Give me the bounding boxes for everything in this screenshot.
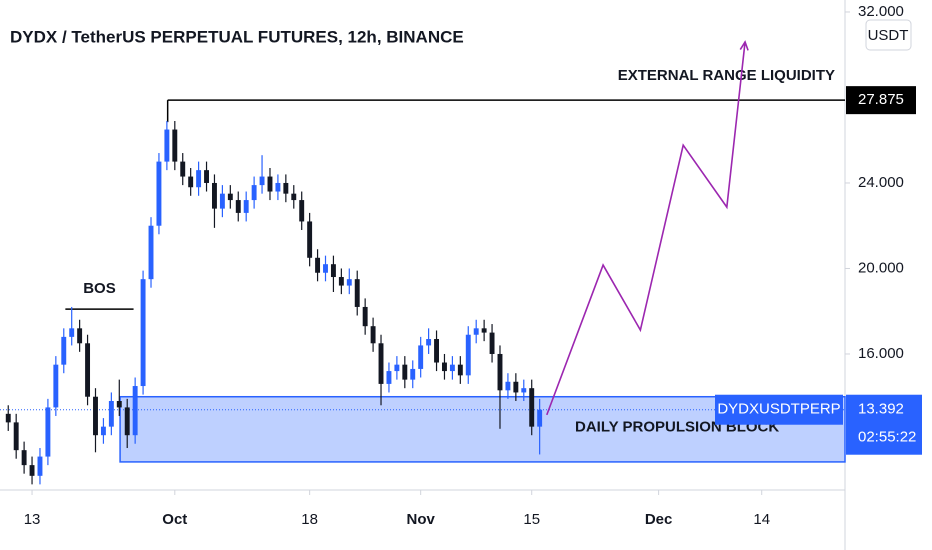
candle-body — [394, 364, 400, 372]
symbol-tag — [715, 394, 843, 425]
candle-body — [93, 396, 98, 436]
candle-body — [434, 339, 439, 363]
candle-body — [370, 326, 376, 344]
candle-body — [330, 264, 336, 278]
candle-body — [124, 407, 130, 436]
x-tick-label: Dec — [645, 511, 673, 528]
x-tick-label: 15 — [523, 511, 540, 528]
candle-body — [219, 193, 225, 209]
candle-body — [85, 343, 91, 397]
current-price-tag — [846, 394, 922, 455]
candle-body — [449, 364, 455, 372]
candle-body — [259, 176, 265, 186]
candle-body — [323, 264, 328, 273]
candle-body — [410, 368, 416, 380]
candle-body — [402, 364, 408, 380]
candle-body — [338, 277, 344, 286]
candle-body — [53, 364, 59, 408]
candle-body — [283, 182, 289, 194]
currency: USDT — [868, 27, 909, 44]
symbol: DYDXUSDTPERP — [717, 401, 840, 418]
candle-body — [346, 279, 352, 286]
candle-body — [235, 200, 241, 213]
candle-body — [212, 182, 217, 209]
candle-body — [426, 339, 432, 346]
candle-body — [5, 413, 11, 423]
candle-body — [315, 257, 321, 273]
liquidity-price: 27.875 — [858, 91, 904, 108]
candle-body — [489, 332, 495, 354]
candle-body — [521, 388, 527, 393]
candle-body — [251, 185, 257, 201]
currency-button[interactable] — [865, 19, 912, 51]
candle-body — [442, 362, 447, 372]
candle-body — [188, 176, 194, 188]
candle-body — [529, 388, 535, 427]
candle-body — [69, 328, 75, 337]
candle-body — [497, 353, 503, 391]
candle-body — [37, 456, 43, 476]
countdown: 02:55:22 — [858, 429, 916, 446]
candle-body — [164, 129, 170, 162]
candle-body — [291, 193, 297, 201]
candle-body — [418, 345, 424, 369]
x-tick-label: Oct — [162, 511, 187, 528]
liquidity-label: EXTERNAL RANGE LIQUIDITY — [618, 67, 835, 84]
candle-body — [299, 200, 305, 222]
current-price: 13.392 — [858, 401, 904, 418]
candle-body — [275, 182, 281, 192]
candle-body — [140, 279, 146, 387]
candle-body — [196, 170, 202, 188]
candle-body — [148, 225, 154, 280]
candle-body — [243, 200, 249, 213]
candle-body — [227, 193, 233, 201]
x-tick-label: 13 — [24, 511, 41, 528]
x-tick-label: Nov — [407, 511, 436, 528]
candle-body — [61, 336, 67, 365]
liquidity-price-tag — [846, 86, 916, 115]
title-bg — [0, 18, 420, 58]
x-tick-label: 18 — [301, 511, 318, 528]
chart-title: DYDX / TetherUS PERPETUAL FUTURES, 12h, … — [10, 27, 464, 46]
candle-body — [100, 426, 106, 436]
candle-body — [481, 328, 487, 333]
candle-body — [116, 401, 122, 408]
bos-label: BOS — [83, 280, 116, 297]
candle-body — [180, 161, 186, 177]
candle-body — [473, 328, 479, 335]
candle-body — [13, 422, 19, 451]
y-tick-label: 16.000 — [858, 345, 904, 362]
candle-body — [386, 371, 392, 384]
candle-body — [108, 401, 114, 427]
candle-body — [204, 170, 209, 183]
candle-body — [77, 328, 83, 344]
candle-body — [505, 381, 511, 391]
candle-body — [156, 161, 162, 226]
candle-body — [378, 343, 384, 384]
candle-body — [457, 364, 463, 376]
y-tick-label: 20.000 — [858, 259, 904, 276]
candle-body — [465, 334, 471, 376]
candle-body — [29, 465, 35, 476]
candle-body — [172, 129, 178, 162]
projection-arrowhead — [739, 40, 749, 51]
candle-body — [45, 407, 51, 457]
candle-body — [537, 409, 543, 427]
y-tick-label: 32.000 — [858, 3, 904, 20]
y-tick-label: 24.000 — [858, 174, 904, 191]
candle-body — [267, 176, 273, 192]
candle-body — [354, 279, 360, 307]
candle-body — [132, 386, 138, 436]
candle-body — [513, 381, 519, 393]
candle-body — [21, 450, 27, 466]
projection-path — [546, 41, 746, 416]
candle-body — [307, 221, 313, 258]
candle-body — [362, 306, 368, 327]
x-tick-label: 14 — [753, 511, 770, 528]
